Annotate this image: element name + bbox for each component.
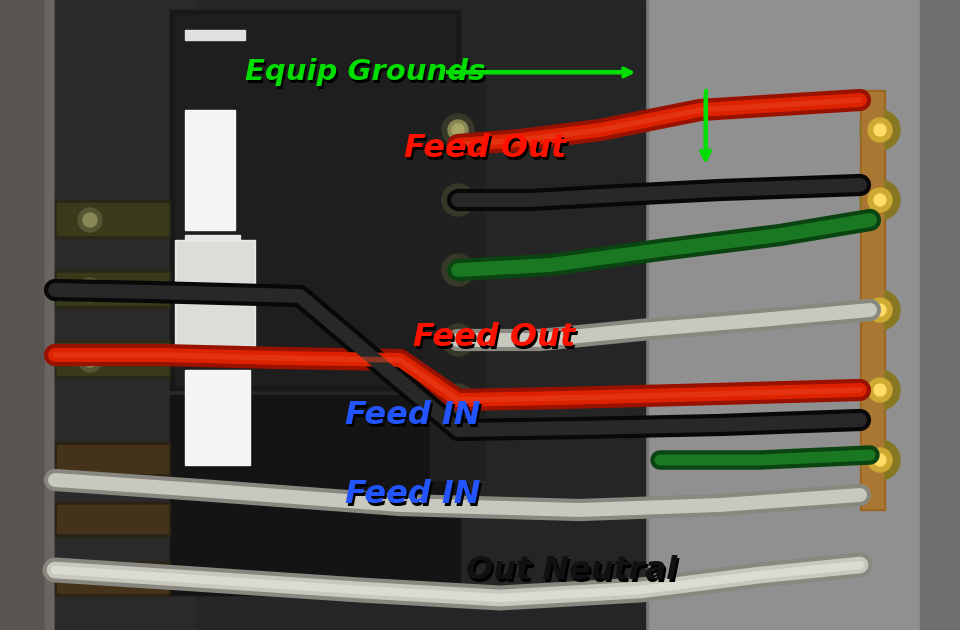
Text: Feed Out: Feed Out	[404, 132, 565, 164]
Circle shape	[868, 298, 892, 322]
Circle shape	[452, 394, 464, 406]
Text: Feed Out: Feed Out	[414, 321, 575, 353]
Circle shape	[442, 254, 474, 286]
Circle shape	[874, 124, 886, 136]
Bar	[860, 90, 885, 510]
Bar	[170, 395, 460, 595]
Bar	[57, 565, 168, 593]
Circle shape	[868, 378, 892, 402]
Circle shape	[860, 290, 900, 330]
Circle shape	[860, 370, 900, 410]
Bar	[177, 242, 253, 358]
Circle shape	[452, 334, 464, 346]
Circle shape	[452, 264, 464, 276]
Circle shape	[78, 348, 102, 372]
Bar	[920, 0, 960, 630]
Bar	[430, 80, 485, 480]
Bar	[55, 0, 645, 630]
Circle shape	[83, 283, 97, 297]
Circle shape	[448, 120, 468, 140]
Circle shape	[448, 260, 468, 280]
Circle shape	[448, 190, 468, 210]
Bar	[185, 110, 235, 230]
Circle shape	[78, 278, 102, 302]
Circle shape	[452, 194, 464, 206]
Bar	[57, 273, 168, 305]
Text: Feed IN: Feed IN	[345, 479, 481, 510]
Bar	[45, 0, 55, 630]
Circle shape	[868, 118, 892, 142]
Circle shape	[442, 324, 474, 356]
Circle shape	[442, 114, 474, 146]
Circle shape	[83, 213, 97, 227]
Text: Equip Grounds: Equip Grounds	[245, 59, 485, 86]
Bar	[55, 200, 170, 238]
Circle shape	[442, 384, 474, 416]
Circle shape	[874, 194, 886, 206]
Bar	[55, 502, 170, 536]
Circle shape	[874, 454, 886, 466]
Text: Feed Out: Feed Out	[416, 324, 578, 355]
Bar	[55, 270, 170, 308]
Bar	[57, 203, 168, 235]
Circle shape	[874, 384, 886, 396]
Text: Feed IN: Feed IN	[348, 482, 483, 513]
Text: Feed Out: Feed Out	[406, 135, 568, 166]
Circle shape	[78, 208, 102, 232]
Bar	[862, 92, 883, 508]
Bar	[0, 0, 45, 630]
Circle shape	[860, 110, 900, 150]
Bar	[175, 240, 255, 360]
Text: Equip Grounds: Equip Grounds	[247, 62, 487, 89]
Circle shape	[83, 353, 97, 367]
Bar	[185, 235, 240, 240]
Bar	[57, 505, 168, 533]
Circle shape	[868, 448, 892, 472]
Circle shape	[448, 330, 468, 350]
Circle shape	[452, 124, 464, 136]
Bar	[55, 442, 170, 476]
Bar	[57, 445, 168, 473]
Bar	[185, 30, 245, 40]
Circle shape	[874, 304, 886, 316]
Text: Feed IN: Feed IN	[348, 403, 483, 434]
Text: Out Neutral: Out Neutral	[468, 558, 679, 588]
Bar	[640, 0, 648, 630]
Bar	[175, 15, 455, 385]
Bar	[57, 343, 168, 375]
Bar	[640, 0, 960, 630]
Bar	[55, 340, 170, 378]
Bar	[55, 0, 195, 630]
Text: Out Neutral: Out Neutral	[466, 554, 677, 586]
Circle shape	[860, 180, 900, 220]
Text: Feed IN: Feed IN	[345, 400, 481, 432]
Bar	[170, 10, 460, 390]
Circle shape	[442, 184, 474, 216]
Circle shape	[868, 188, 892, 212]
Circle shape	[860, 440, 900, 480]
Bar	[185, 370, 250, 465]
Circle shape	[448, 390, 468, 410]
Bar	[55, 562, 170, 596]
